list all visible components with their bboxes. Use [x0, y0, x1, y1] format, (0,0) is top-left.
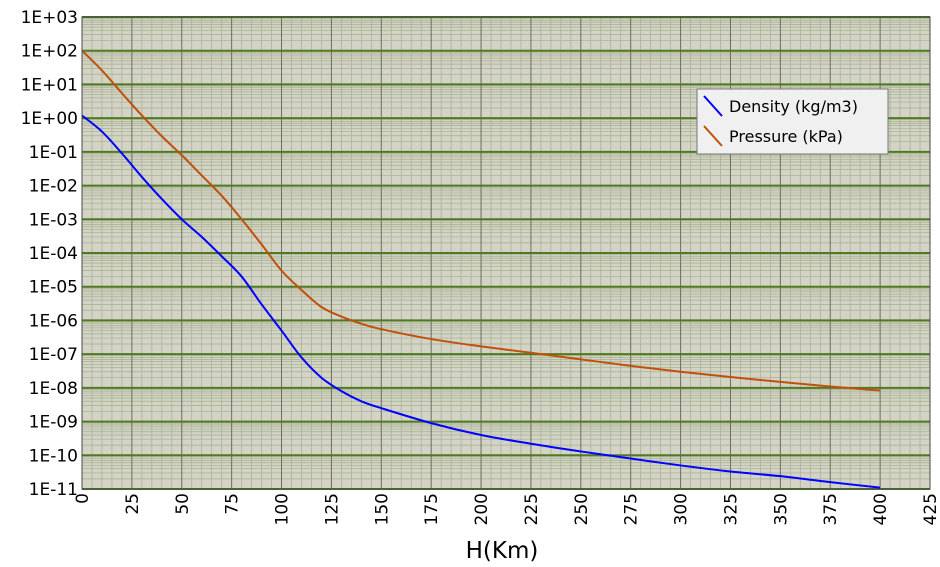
- x-tick-label: 0: [73, 493, 93, 504]
- x-tick-label: 50: [173, 493, 193, 515]
- x-tick-label: 175: [422, 493, 442, 525]
- x-tick-label: 25: [123, 493, 143, 515]
- y-tick-label: 1E-08: [29, 379, 78, 399]
- x-tick-label: 375: [821, 493, 841, 525]
- series-line-pressure: [81, 49, 881, 392]
- plot-border: [81, 16, 931, 490]
- legend-swatch-density: [703, 95, 723, 117]
- series-line-density: [81, 114, 881, 489]
- x-axis-ticks: 0 25 50 75 100 125 150 175 200 225 250 275 300 325 350…: [73, 493, 940, 525]
- x-tick-label: 225: [522, 493, 542, 525]
- x-tick-label: 325: [721, 493, 741, 525]
- x-tick-label: 300: [672, 493, 692, 525]
- x-tick-label: 350: [771, 493, 791, 525]
- x-tick-label: 150: [372, 493, 392, 525]
- y-tick-label: 1E+02: [21, 42, 78, 62]
- y-tick-label: 1E+01: [21, 75, 78, 95]
- y-tick-label: 1E-03: [29, 210, 78, 230]
- x-tick-label: 425: [921, 493, 940, 525]
- y-tick-label: 1E-02: [29, 177, 78, 197]
- y-tick-label: 1E-09: [29, 413, 78, 433]
- x-tick-label: 100: [273, 493, 293, 525]
- legend-label-pressure: Pressure (kPa): [729, 127, 843, 146]
- legend-label-density: Density (kg/m3): [729, 97, 858, 116]
- y-tick-label: 1E-04: [29, 244, 78, 264]
- y-axis-ticks: 1E+03 1E+02 1E+01 1E+00 1E-01 1E-02 1E-03 1E-04…: [21, 8, 78, 500]
- x-tick-label: 250: [572, 493, 592, 525]
- y-tick-label: 1E-11: [29, 480, 78, 500]
- y-tick-label: 1E+03: [21, 8, 78, 28]
- x-tick-label: 75: [223, 493, 243, 515]
- legend: Density (kg/m3) Pressure (kPa): [696, 88, 889, 155]
- x-tick-label: 200: [472, 493, 492, 525]
- series-lines: [81, 49, 881, 489]
- y-tick-label: 1E+00: [21, 109, 78, 129]
- y-tick-label: 1E-07: [29, 345, 78, 365]
- x-axis-label: H(Km): [466, 538, 539, 564]
- x-tick-label: 400: [871, 493, 891, 525]
- legend-swatch-pressure: [703, 125, 723, 147]
- x-tick-label: 125: [322, 493, 342, 525]
- x-tick-label: 275: [622, 493, 642, 525]
- y-tick-label: 1E-10: [29, 446, 78, 466]
- y-tick-label: 1E-05: [29, 278, 78, 298]
- legend-box: [696, 88, 889, 155]
- y-tick-label: 1E-01: [29, 143, 78, 163]
- y-tick-label: 1E-06: [29, 311, 78, 331]
